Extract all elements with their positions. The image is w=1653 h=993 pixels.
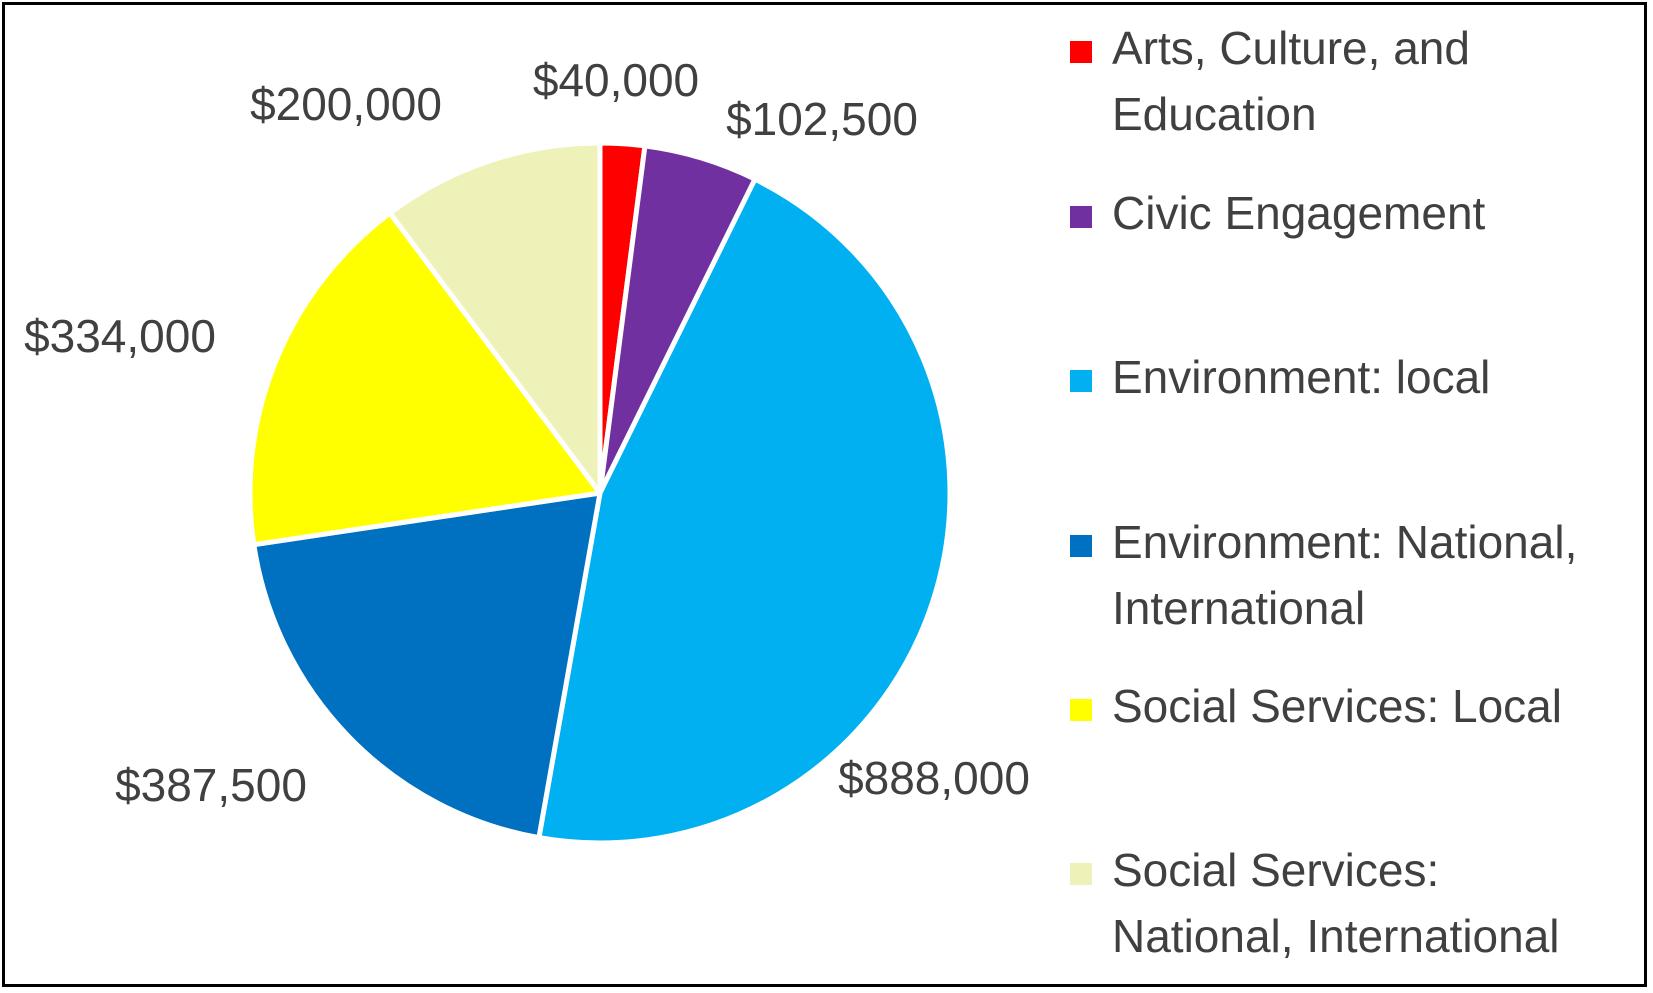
data-label: $102,500	[726, 93, 918, 145]
legend-item: Social Services: National, International	[1070, 844, 1560, 962]
legend-item: Environment: National, International	[1070, 516, 1577, 634]
pie-slice	[387, 140, 603, 496]
legend-item: Civic Engagement	[1070, 187, 1486, 239]
data-label: $200,000	[250, 78, 442, 130]
legend-item: Environment: local	[1070, 351, 1490, 403]
legend-label: Arts, Culture, and	[1112, 22, 1470, 74]
pie-slice	[251, 490, 603, 841]
legend-item: Arts, Culture, and Education	[1070, 22, 1470, 140]
data-label: $387,500	[115, 759, 307, 811]
legend-swatch	[1070, 206, 1092, 228]
legend-item: Social Services: Local	[1070, 680, 1562, 732]
legend: Arts, Culture, and Education Civic Engagem…	[1070, 22, 1577, 962]
legend-swatch	[1070, 863, 1092, 885]
data-label: $334,000	[24, 310, 216, 362]
legend-swatch	[1070, 41, 1092, 63]
legend-swatch	[1070, 699, 1092, 721]
legend-swatch	[1070, 535, 1092, 557]
legend-label: Education	[1112, 88, 1317, 140]
legend-label: Social Services:	[1112, 844, 1439, 896]
legend-label: International	[1112, 582, 1365, 634]
legend-label: Social Services: Local	[1112, 680, 1562, 732]
data-label: $40,000	[533, 54, 699, 106]
pie-slices	[247, 140, 953, 846]
legend-label: Civic Engagement	[1112, 187, 1486, 239]
legend-label: Environment: local	[1112, 351, 1490, 403]
pie-slice	[536, 176, 953, 846]
legend-label: National, International	[1112, 910, 1560, 962]
data-label: $888,000	[838, 752, 1030, 804]
legend-label: Environment: National,	[1112, 516, 1577, 568]
legend-swatch	[1070, 370, 1092, 392]
data-labels: $40,000 $102,500 $888,000 $387,500 $334,000 $…	[24, 54, 1030, 811]
pie-slice	[247, 210, 603, 548]
